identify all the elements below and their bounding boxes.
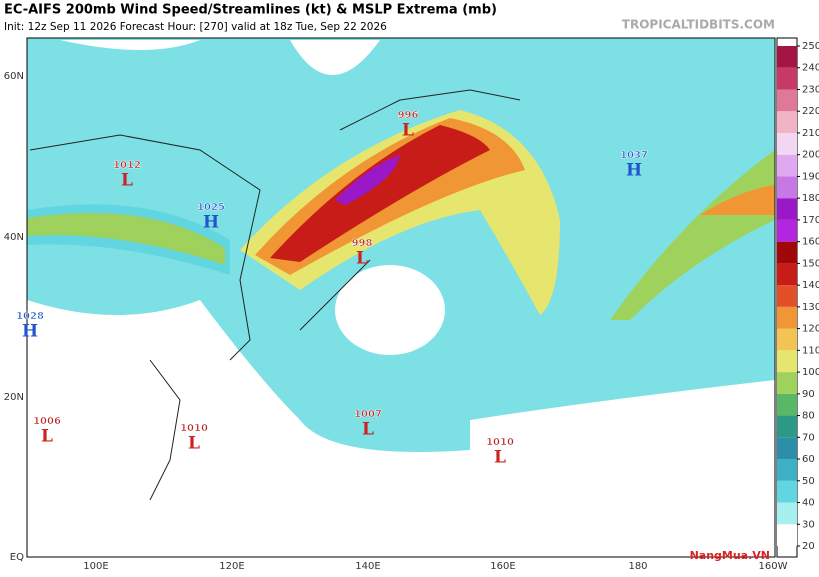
colorbar-swatch [777, 198, 797, 220]
lon-label: 160E [490, 561, 515, 572]
colorbar-swatch [777, 350, 797, 373]
pressure-letter: L [362, 420, 374, 440]
colorbar-label: 20 [802, 541, 815, 552]
watermark: NangMua.VN [690, 549, 770, 562]
map [26, 37, 776, 558]
colorbar-label: 190 [802, 171, 819, 182]
pressure-letter: L [356, 249, 368, 269]
colorbar-swatch [777, 393, 797, 416]
colorbar-label: 170 [802, 215, 819, 226]
colorbar-swatch [777, 437, 797, 460]
colorbar-swatch [777, 89, 797, 112]
pressure-value: 1012 [113, 160, 141, 171]
colorbar-swatch [777, 241, 797, 264]
colorbar-swatch [777, 46, 797, 68]
pressure-letter: L [402, 121, 414, 141]
colorbar-label: 50 [802, 476, 815, 487]
colorbar-swatch [777, 219, 797, 242]
pressure-letter: L [121, 171, 133, 191]
colorbar-label: 60 [802, 454, 815, 465]
lon-label: 140E [355, 561, 380, 572]
colorbar-label: 100 [802, 367, 819, 378]
colorbar-swatch [777, 328, 797, 351]
colorbar-label: 180 [802, 193, 819, 204]
pressure-value: 1028 [16, 311, 44, 322]
lon-label: 120E [219, 561, 244, 572]
pressure-letter: L [188, 434, 200, 454]
lat-label: 60N [4, 71, 24, 82]
colorbar-label: 70 [802, 432, 815, 443]
pressure-letter: L [494, 448, 506, 468]
pressure-value: 1010 [180, 423, 208, 434]
colorbar-label: 250 [802, 41, 819, 52]
colorbar-label: 110 [802, 345, 819, 356]
colorbar-label: 40 [802, 498, 815, 509]
pressure-letter: H [22, 322, 38, 342]
colorbar-label: 200 [802, 150, 819, 161]
lon-label: 180 [628, 561, 647, 572]
pressure-value: 1007 [354, 409, 382, 420]
site: TROPICALTIDBITS.COM [622, 18, 775, 32]
colorbar-label: 140 [802, 280, 819, 291]
pressure-value: 996 [398, 110, 419, 121]
pressure-value: 1037 [620, 150, 648, 161]
colorbar-swatch [777, 67, 797, 90]
colorbar-swatch [777, 285, 797, 307]
colorbar-swatch [777, 502, 797, 525]
subtitle: Init: 12z Sep 11 2026 Forecast Hour: [27… [4, 21, 387, 33]
colorbar-label: 120 [802, 324, 819, 335]
colorbar-swatch [777, 372, 797, 394]
pressure-value: 1010 [486, 437, 514, 448]
lat-label: 20N [4, 392, 24, 403]
pressure-letter: H [626, 161, 642, 181]
colorbar-swatch [777, 154, 797, 177]
colorbar-label: 150 [802, 258, 819, 269]
colorbar-swatch [777, 480, 797, 503]
colorbar-label: 90 [802, 389, 815, 400]
colorbar-label: 80 [802, 411, 815, 422]
title: EC-AIFS 200mb Wind Speed/Streamlines (kt… [4, 3, 497, 18]
colorbar-swatch [777, 459, 797, 481]
pressure-letter: H [203, 213, 219, 233]
colorbar-label: 130 [802, 302, 819, 313]
lon-label: 100E [83, 561, 108, 572]
colorbar-swatch [777, 132, 797, 155]
colorbar-label: 220 [802, 106, 819, 117]
pressure-letter: L [41, 427, 53, 447]
colorbar-label: 160 [802, 237, 819, 248]
colorbar-swatch [777, 306, 797, 329]
colorbar-swatch [777, 263, 797, 286]
colorbar-label: 210 [802, 128, 819, 139]
colorbar-label: 30 [802, 519, 815, 530]
colorbar-label: 240 [802, 63, 819, 74]
lon-label: 160W [759, 561, 788, 572]
colorbar-swatch [777, 415, 797, 438]
colorbar-swatch [777, 524, 797, 546]
lat-label: 40N [4, 232, 24, 243]
colorbar-label: 230 [802, 84, 819, 95]
colorbar-swatch [777, 111, 797, 133]
pressure-value: 1025 [197, 202, 225, 213]
lat-label: EQ [10, 552, 24, 563]
pressure-value: 998 [352, 238, 373, 249]
colorbar-swatch [777, 176, 797, 199]
pressure-value: 1006 [33, 416, 61, 427]
